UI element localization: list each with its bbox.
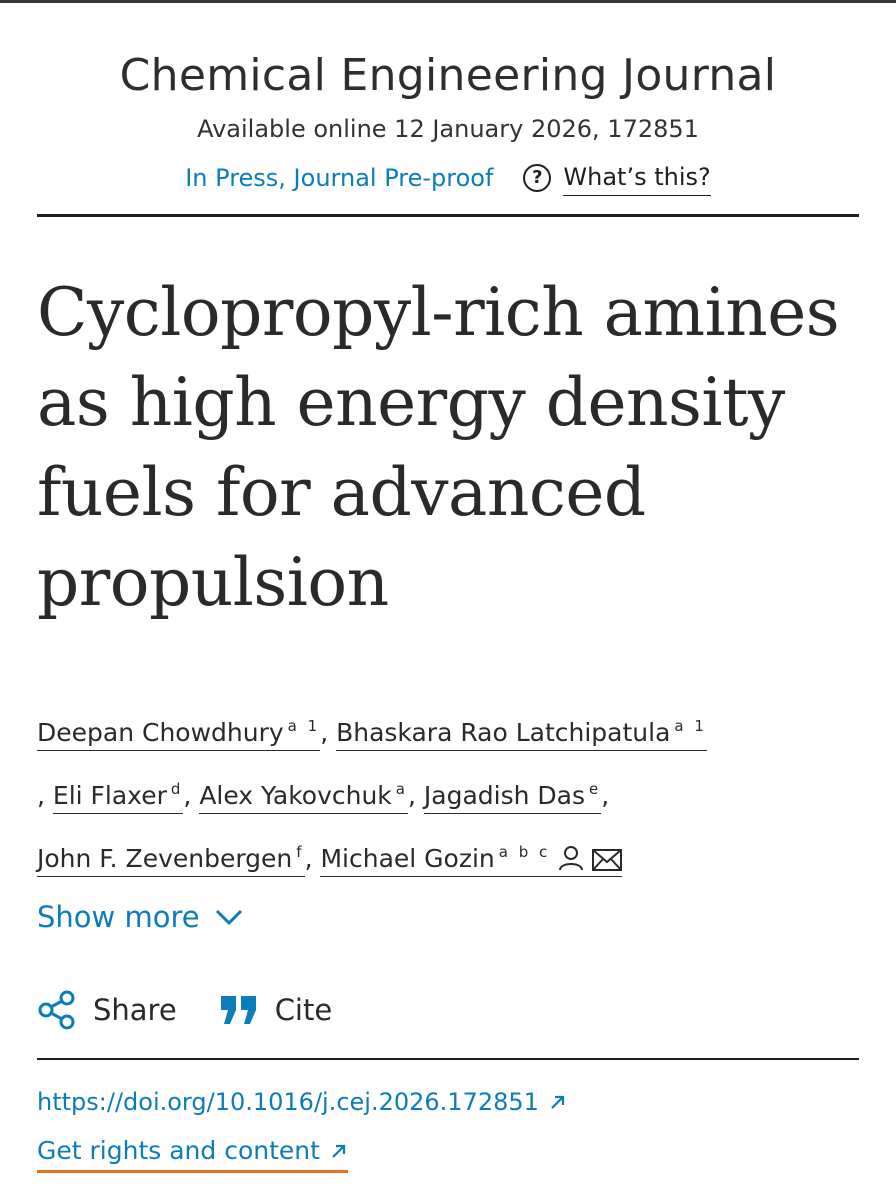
cite-label: Cite: [274, 993, 333, 1027]
header-divider: [37, 214, 859, 217]
chevron-down-icon: [215, 909, 242, 926]
rights-text: Get rights and content: [37, 1136, 320, 1165]
author-name: Eli Flaxer: [52, 781, 167, 810]
author-link[interactable]: Alex Yakovchuk a: [199, 780, 408, 814]
author-link[interactable]: John F. Zevenbergen f: [37, 843, 305, 877]
author-name: Deepan Chowdhury: [37, 718, 284, 747]
journal-header: Chemical Engineering Journal Available o…: [0, 48, 896, 196]
share-icon: [38, 990, 75, 1030]
quote-icon: [220, 996, 256, 1024]
person-icon: [559, 846, 584, 871]
share-button[interactable]: Share: [37, 990, 177, 1030]
help-circle-icon: ?: [523, 164, 552, 192]
mail-icon: [592, 849, 623, 871]
article-actions: Share Cite: [37, 990, 374, 1030]
external-arrow-icon: [332, 1144, 346, 1158]
author-affiliation: a 1: [287, 717, 321, 735]
article-title: Cyclopropyl-rich amines as high energy d…: [37, 274, 840, 621]
in-press-link[interactable]: In Press, Journal Pre-proof: [185, 164, 494, 192]
status-row: In Press, Journal Pre-proof ? What’s thi…: [0, 160, 896, 196]
author-name: Jagadish Das: [423, 781, 585, 810]
journal-name[interactable]: Chemical Engineering Journal: [119, 50, 777, 101]
share-label: Share: [93, 993, 177, 1027]
author-name: Michael Gozin: [320, 844, 495, 873]
cite-button[interactable]: Cite: [219, 993, 333, 1027]
available-online: Available online 12 January 2026, 172851: [197, 115, 699, 143]
author-name: John F. Zevenbergen: [37, 844, 293, 873]
author-affiliation: a b c: [498, 843, 551, 861]
author-link[interactable]: Deepan Chowdhury a 1: [37, 717, 321, 751]
rights-link[interactable]: Get rights and content: [37, 1136, 348, 1173]
doi-link[interactable]: https://doi.org/10.1016/j.cej.2026.17285…: [37, 1088, 567, 1116]
author-affiliation: a 1: [674, 717, 707, 735]
author-affiliation: d: [170, 780, 184, 798]
doi-text: https://doi.org/10.1016/j.cej.2026.17285…: [37, 1088, 539, 1116]
author-list: Deepan Chowdhury a 1, Bhaskara Rao Latchi…: [37, 698, 867, 887]
section-divider: [37, 1058, 859, 1060]
author-name: Alex Yakovchuk: [199, 781, 392, 810]
author-affiliation: f: [296, 843, 305, 861]
external-arrow-icon: [551, 1095, 565, 1109]
author-affiliation: e: [589, 780, 602, 798]
author-link-corresponding[interactable]: Michael Gozin a b c: [320, 843, 623, 877]
author-link[interactable]: Jagadish Das e: [423, 780, 602, 814]
top-border: [0, 0, 896, 3]
author-link[interactable]: Eli Flaxer d: [52, 780, 184, 814]
whats-this-button[interactable]: ? What’s this?: [523, 160, 711, 196]
author-link[interactable]: Bhaskara Rao Latchipatula a 1: [336, 717, 707, 751]
whats-this-label: What’s this?: [563, 160, 711, 196]
show-more-label: Show more: [37, 900, 200, 934]
show-more-button[interactable]: Show more: [37, 900, 244, 934]
author-affiliation: a: [395, 780, 408, 798]
author-name: Bhaskara Rao Latchipatula: [336, 718, 671, 747]
